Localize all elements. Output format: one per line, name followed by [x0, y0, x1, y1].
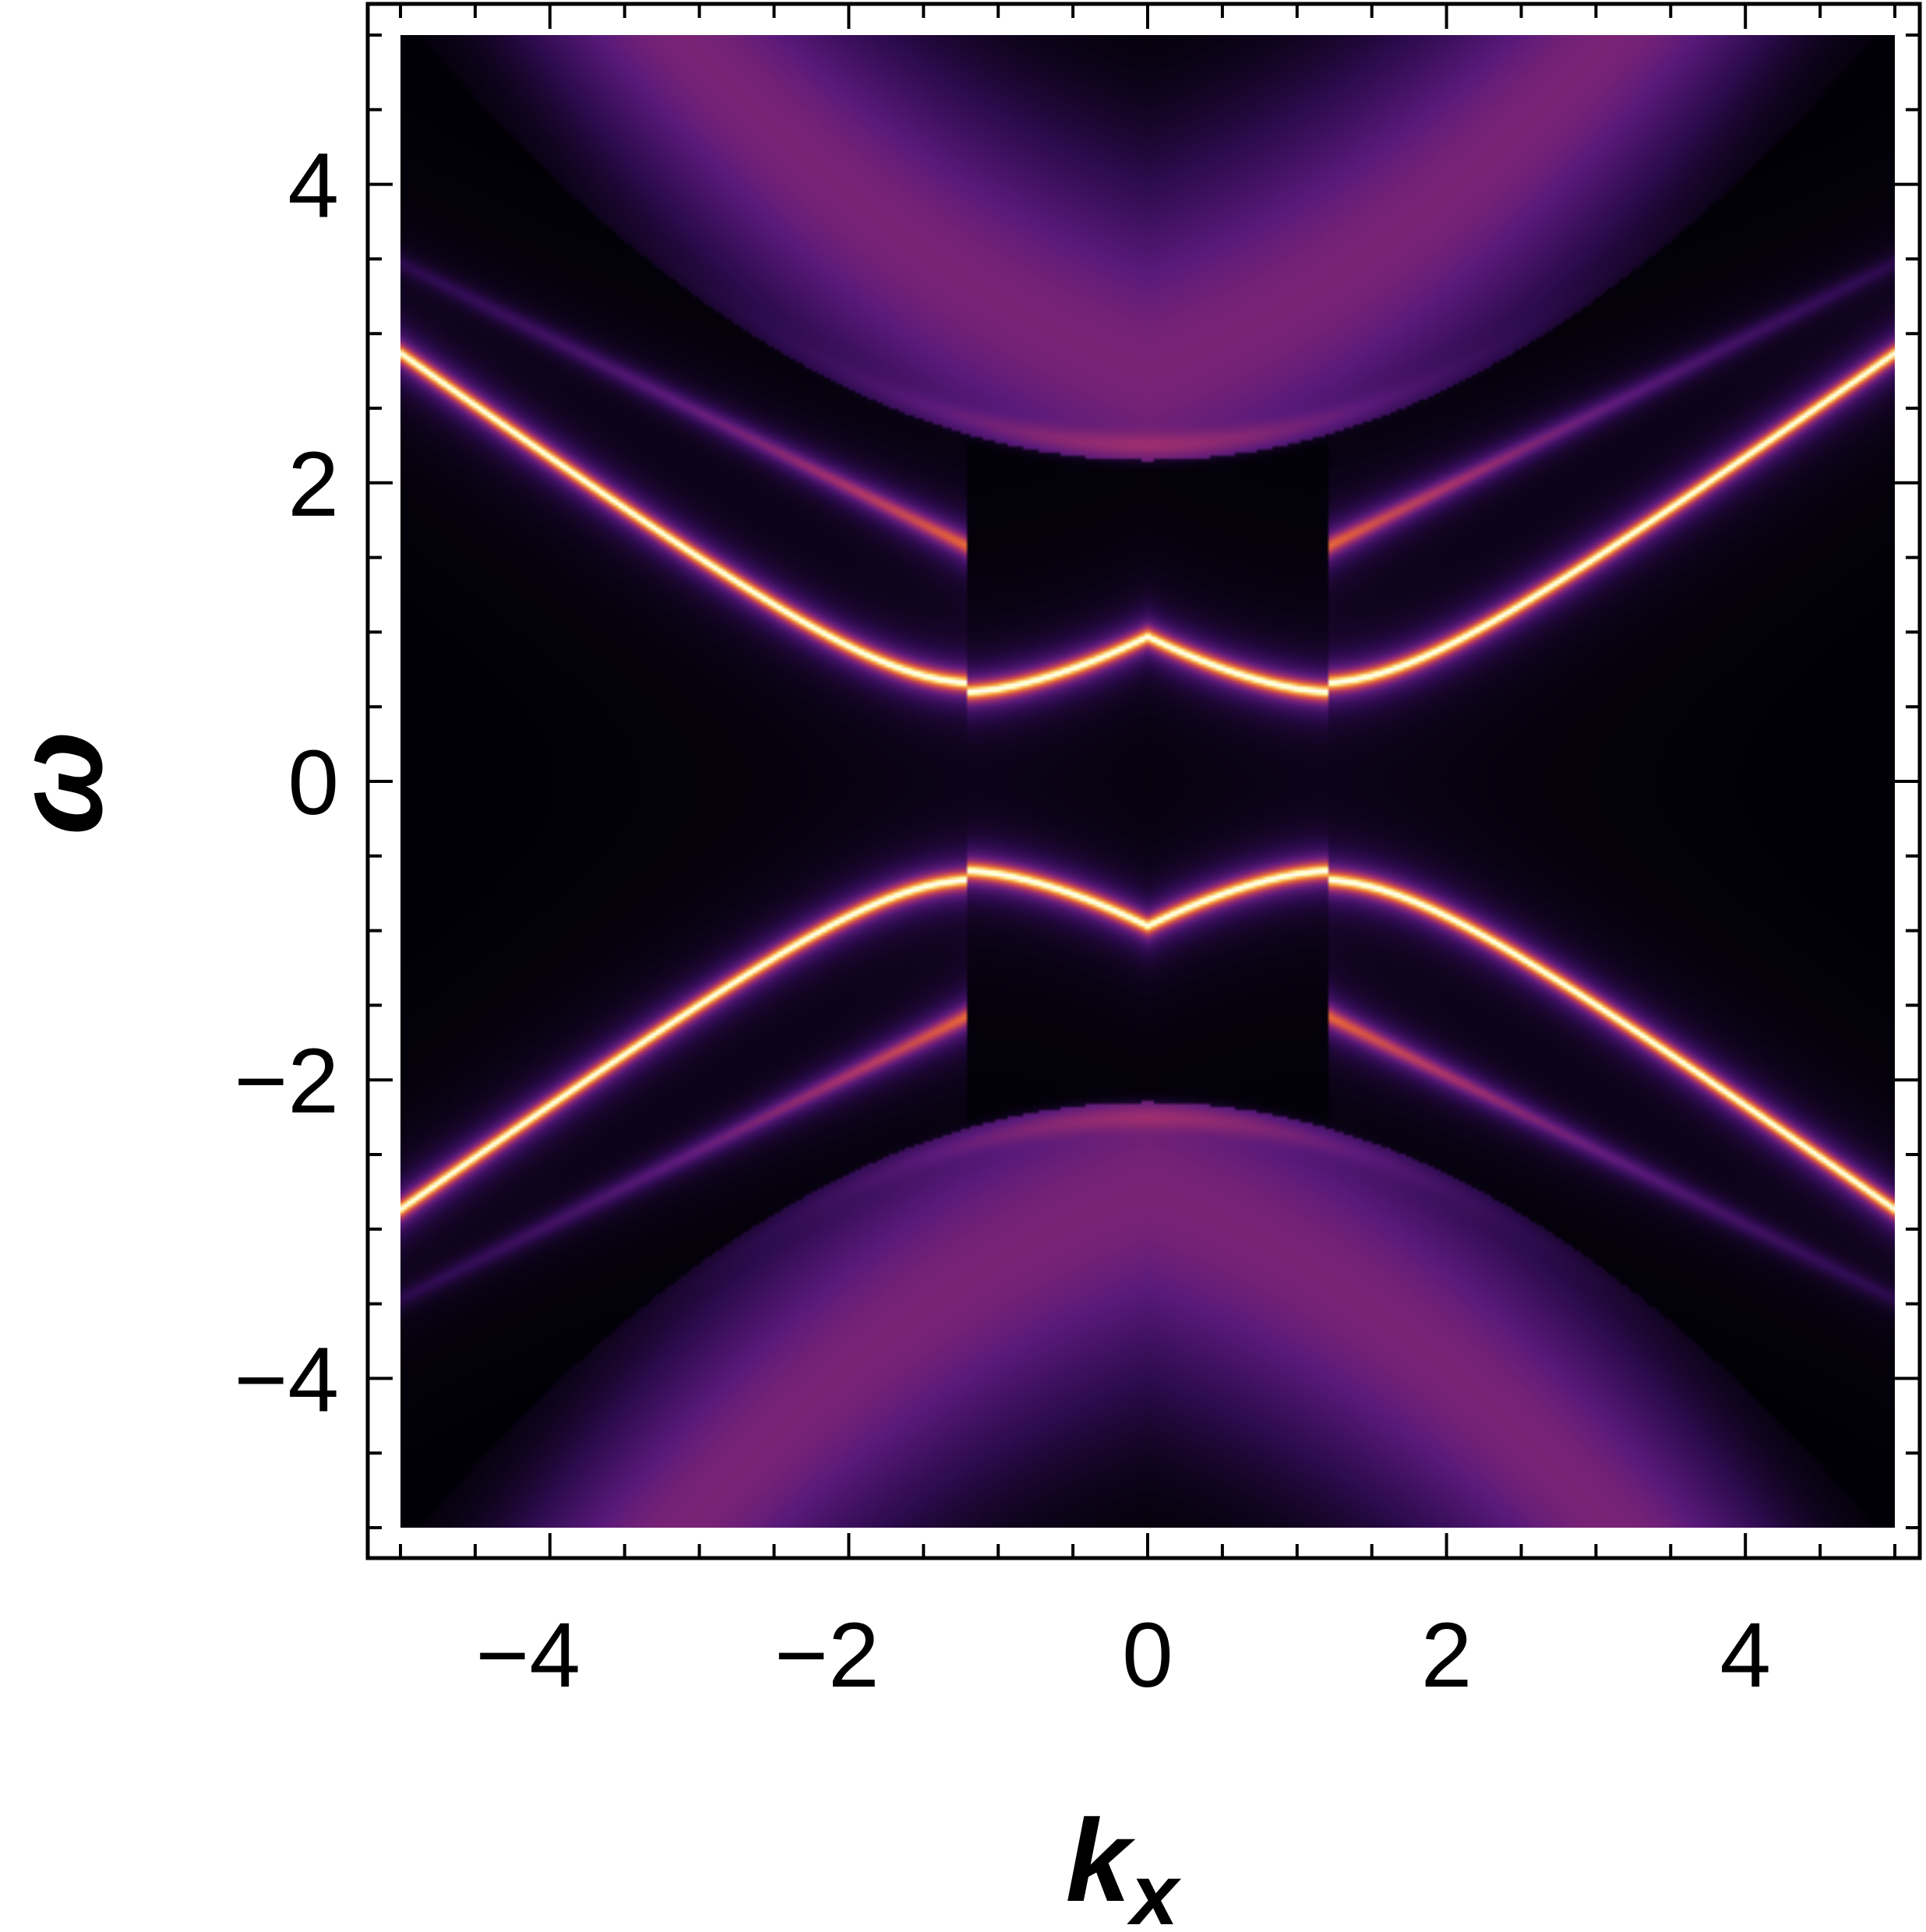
y-tick-label: 4	[287, 135, 339, 238]
tick-marks	[368, 4, 1920, 1558]
heatmap-image	[400, 35, 1895, 1528]
y-tick-label: −4	[234, 1328, 339, 1431]
y-tick-label: 2	[287, 433, 339, 536]
plot-border	[365, 2, 1922, 1560]
x-tick-label: −4	[476, 1604, 581, 1707]
x-axis-title-subscript: x	[1127, 1847, 1181, 1932]
y-tick-labels: −4 −2 0 2 4	[234, 135, 339, 1432]
plot-frame	[365, 2, 1922, 1560]
y-tick-label: −2	[234, 1030, 339, 1133]
y-axis-title: ω	[0, 731, 128, 835]
x-tick-label: 2	[1421, 1604, 1473, 1707]
x-axis-title-main: k	[1066, 1795, 1136, 1926]
x-tick-label: 0	[1122, 1604, 1173, 1707]
x-axis-title: kx	[1066, 1795, 1181, 1932]
x-tick-labels: −4 −2 0 2 4	[476, 1604, 1771, 1707]
y-tick-label: 0	[287, 732, 339, 834]
x-tick-label: −2	[774, 1604, 880, 1707]
x-tick-label: 4	[1720, 1604, 1771, 1707]
